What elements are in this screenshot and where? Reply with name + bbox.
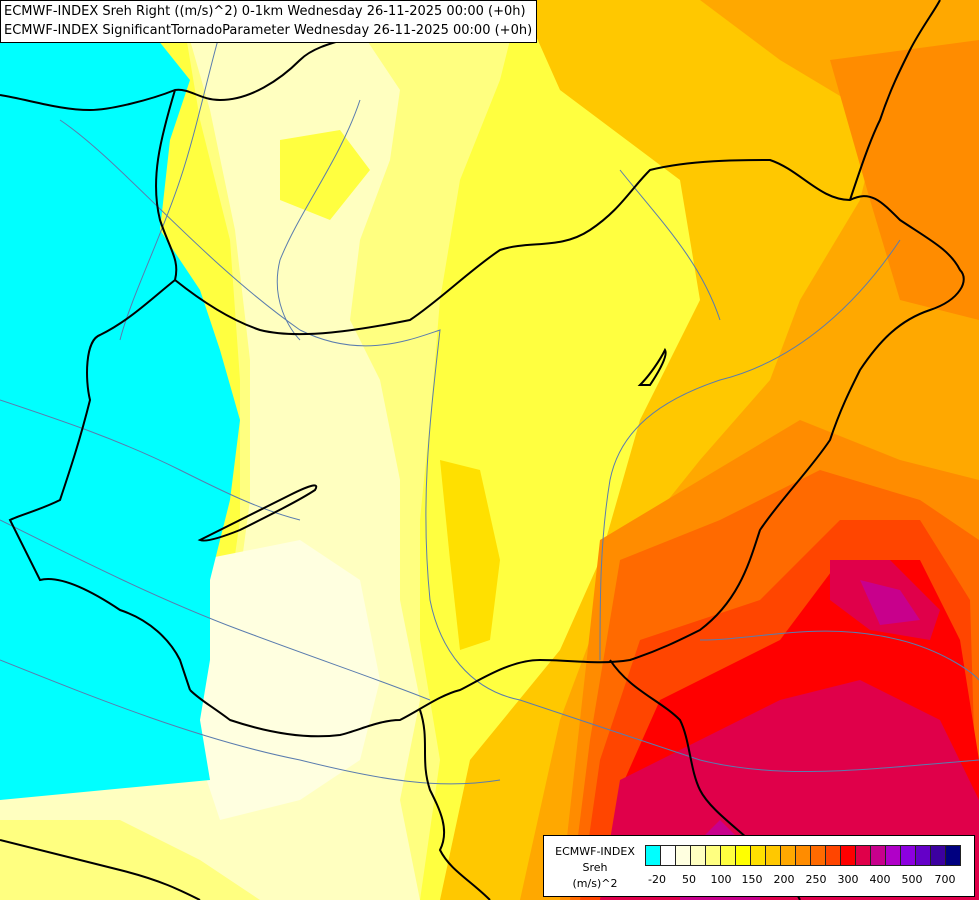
- legend-title: ECMWF-INDEX Sreh (m/s)^2: [548, 844, 642, 892]
- river-north: [276, 99, 361, 341]
- legend-swatch-9: [780, 845, 796, 866]
- legend-swatch-1: [660, 845, 676, 866]
- border-lake: [197, 484, 318, 542]
- legend-tick-label: -20: [648, 873, 666, 886]
- border-west: [8, 89, 191, 691]
- legend-swatches: [645, 845, 961, 866]
- legend-swatch-20: [945, 845, 961, 866]
- legend-swatch-19: [930, 845, 946, 866]
- river-se: [699, 630, 979, 681]
- river-sava: [0, 659, 501, 785]
- legend-title-line-1: ECMWF-INDEX: [555, 845, 635, 858]
- legend-ticks: -20 50 100 150 200 250 300 400 500 700: [646, 873, 966, 889]
- legend-title-line-3: (m/s)^2: [572, 877, 618, 890]
- legend-tick-label: 250: [805, 873, 827, 886]
- river-tisza: [599, 239, 901, 661]
- legend-swatch-14: [855, 845, 871, 866]
- legend-swatch-7: [750, 845, 766, 866]
- river-danube: [59, 119, 979, 773]
- river-drava: [0, 519, 431, 701]
- legend-swatch-0: [645, 845, 661, 866]
- title-line-sreh: ECMWF-INDEX Sreh Right ((m/s)^2) 0-1km W…: [4, 4, 526, 19]
- legend-swatch-15: [870, 845, 886, 866]
- legend-swatch-3: [690, 845, 706, 866]
- field-cyan-west: [0, 30, 240, 800]
- field-orange2-ne: [830, 40, 979, 320]
- legend-tick-label: 300: [837, 873, 859, 886]
- field-white-west: [200, 540, 380, 820]
- river-morava: [119, 0, 231, 341]
- legend-swatch-5: [720, 845, 736, 866]
- field-magenta2: [860, 580, 920, 625]
- border-small-lake: [637, 347, 667, 386]
- legend-swatch-12: [825, 845, 841, 866]
- border-ukraine: [849, 0, 941, 201]
- legend-tick-label: 100: [710, 873, 732, 886]
- legend-tick-label: 200: [773, 873, 795, 886]
- map-title-box: ECMWF-INDEX Sreh Right ((m/s)^2) 0-1km W…: [0, 0, 538, 43]
- legend-swatch-13: [840, 845, 856, 866]
- border-hungary-north: [174, 158, 965, 738]
- legend-swatch-10: [795, 845, 811, 866]
- legend-swatch-16: [885, 845, 901, 866]
- legend-swatch-4: [705, 845, 721, 866]
- color-legend: ECMWF-INDEX Sreh (m/s)^2 -20 50 100 150 200 2…: [543, 835, 975, 897]
- rivers: [0, 0, 979, 785]
- field-yellow-central: [440, 460, 500, 650]
- legend-tick-label: 50: [682, 873, 696, 886]
- legend-tick-label: 150: [741, 873, 763, 886]
- legend-swatch-8: [765, 845, 781, 866]
- field-yellow-sw: [0, 820, 260, 900]
- legend-tick-label: 400: [869, 873, 891, 886]
- border-sw: [0, 839, 201, 900]
- border-south: [419, 709, 491, 900]
- legend-tick-label: 500: [901, 873, 923, 886]
- river-sw: [0, 399, 301, 521]
- title-line-stp: ECMWF-INDEX SignificantTornadoParameter …: [4, 23, 533, 38]
- legend-swatch-17: [900, 845, 916, 866]
- legend-swatch-18: [915, 845, 931, 866]
- legend-title-line-2: Sreh: [582, 861, 608, 874]
- legend-tick-label: 700: [934, 873, 956, 886]
- legend-swatch-2: [675, 845, 691, 866]
- legend-swatch-6: [735, 845, 751, 866]
- legend-swatch-11: [810, 845, 826, 866]
